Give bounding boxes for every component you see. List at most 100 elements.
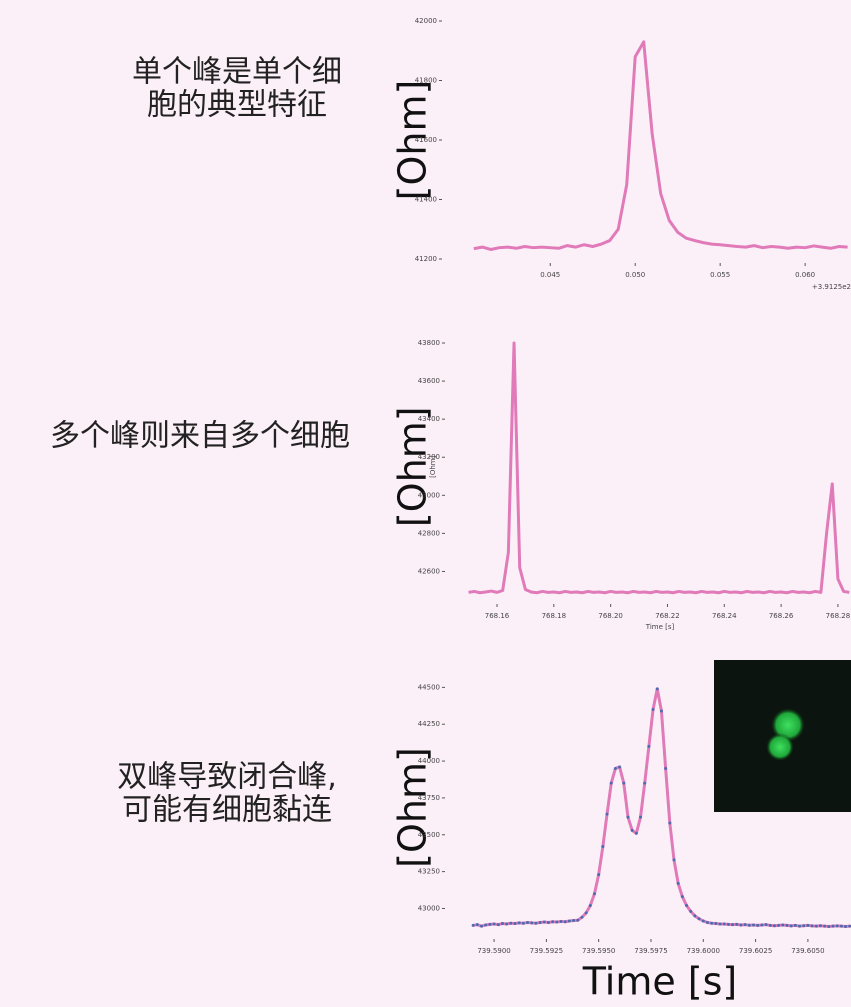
y-tick-label: 43600	[418, 377, 440, 385]
sample-point	[765, 923, 768, 926]
sample-point	[580, 916, 583, 919]
x-tick-label: 739.5900	[477, 947, 510, 955]
sample-point	[823, 925, 826, 928]
y-tick-label: 43250	[418, 868, 440, 876]
sample-point	[760, 923, 763, 926]
x-tick-label: 768.26	[769, 612, 794, 620]
y-axis-label: [Ohm]	[391, 747, 435, 868]
sample-point	[727, 923, 730, 926]
y-tick-label: 44500	[418, 683, 440, 691]
sample-point	[752, 923, 755, 926]
sample-point	[777, 924, 780, 927]
caption: 可能有细胞黏连	[122, 793, 332, 828]
sample-point	[798, 925, 801, 928]
signal-line	[474, 42, 848, 250]
sample-point	[513, 922, 516, 925]
sample-point	[710, 922, 713, 925]
sample-point	[622, 782, 625, 785]
x-tick-label: 768.22	[655, 612, 680, 620]
sample-point	[618, 765, 621, 768]
x-axis-label: Time [s]	[645, 623, 675, 631]
sample-point	[509, 922, 512, 925]
sample-point	[568, 919, 571, 922]
x-axis-label: Time [s]	[582, 960, 738, 1004]
sample-point	[836, 924, 839, 927]
x-tick-label: 0.045	[540, 271, 560, 279]
sample-point	[589, 904, 592, 907]
sample-point	[614, 767, 617, 770]
sample-point	[555, 921, 558, 924]
sample-point	[756, 924, 759, 927]
sample-point	[543, 921, 546, 924]
y-tick-label: 43000	[418, 491, 440, 499]
x-tick-label: 0.060	[795, 271, 815, 279]
signal-line	[469, 343, 850, 593]
offset-label: +3.9125e2	[812, 283, 851, 291]
sample-point	[564, 920, 567, 923]
sample-point	[819, 924, 822, 927]
x-tick-label: 739.5925	[530, 947, 563, 955]
sample-point	[547, 921, 550, 924]
inset-image	[714, 660, 851, 812]
x-tick-label: 768.18	[542, 612, 567, 620]
x-tick-label: 0.055	[710, 271, 730, 279]
sample-point	[610, 782, 613, 785]
sample-point	[731, 923, 734, 926]
caption: 双峰导致闭合峰,	[117, 760, 337, 795]
sample-point	[668, 821, 671, 824]
y-axis-label: [Ohm]	[391, 406, 435, 527]
inner-y-label: [Ohm]	[429, 455, 437, 477]
sample-point	[748, 924, 751, 927]
y-tick-label: 44000	[418, 757, 440, 765]
sample-point	[505, 922, 508, 925]
page: {"chart_data": [ {"type": "line", "capti…	[0, 0, 851, 1007]
sample-point	[769, 924, 772, 927]
sample-point	[811, 924, 814, 927]
sample-point	[844, 925, 847, 928]
caption: 多个峰则来自多个细胞	[50, 419, 350, 454]
x-tick-label: 0.050	[625, 271, 645, 279]
sample-point	[693, 914, 696, 917]
sample-point	[672, 858, 675, 861]
sample-point	[476, 923, 479, 926]
sample-point	[681, 895, 684, 898]
sample-point	[647, 745, 650, 748]
sample-point	[702, 919, 705, 922]
sample-point	[698, 917, 701, 920]
sample-point	[472, 924, 475, 927]
y-tick-label: 43750	[418, 794, 440, 802]
sample-point	[802, 924, 805, 927]
sample-point	[560, 920, 563, 923]
sample-point	[685, 904, 688, 907]
y-tick-label: 42000	[415, 17, 437, 25]
sample-point	[526, 921, 529, 924]
x-tick-label: 768.16	[485, 612, 510, 620]
sample-point	[534, 922, 537, 925]
sample-point	[593, 892, 596, 895]
y-tick-label: 41800	[415, 77, 437, 85]
sample-point	[488, 923, 491, 926]
sample-point	[660, 709, 663, 712]
sample-point	[677, 882, 680, 885]
x-tick-label: 768.24	[712, 612, 737, 620]
caption: 单个峰是单个细	[132, 55, 342, 90]
sample-point	[735, 923, 738, 926]
x-tick-label: 739.5950	[582, 947, 615, 955]
x-tick-label: 739.6000	[687, 947, 720, 955]
sample-point	[480, 925, 483, 928]
sample-point	[497, 923, 500, 926]
sample-point	[530, 921, 533, 924]
sample-point	[744, 923, 747, 926]
sample-point	[484, 923, 487, 926]
sample-point	[689, 910, 692, 913]
sample-point	[652, 708, 655, 711]
sample-point	[493, 922, 496, 925]
sample-point	[597, 873, 600, 876]
sample-point	[572, 919, 575, 922]
sample-point	[501, 922, 504, 925]
y-tick-label: 43500	[418, 831, 440, 839]
sample-point	[601, 845, 604, 848]
y-tick-label: 44250	[418, 720, 440, 728]
sample-point	[827, 925, 830, 928]
x-tick-label: 768.20	[598, 612, 623, 620]
